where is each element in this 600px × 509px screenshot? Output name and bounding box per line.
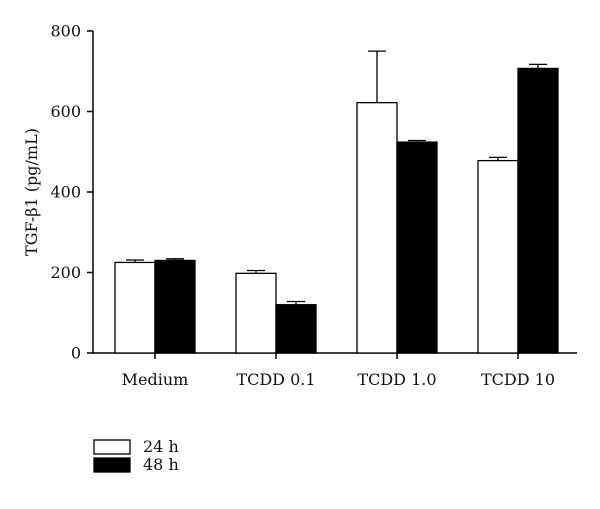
x-tick-label: TCDD 0.1: [236, 370, 315, 389]
x-tick-label: TCDD 10: [481, 370, 555, 389]
bar: [154, 259, 196, 354]
legend-label: 24 h: [143, 437, 179, 456]
bar: [396, 141, 438, 354]
y-tick-label: 200: [50, 263, 81, 282]
bar: [356, 101, 398, 354]
x-tick-label: Medium: [122, 370, 189, 389]
legend-swatch: [93, 439, 131, 455]
plot-area: 0 200 400 600 800 Medium TCDD 0.1 TCDD 1.0 TCDD …: [50, 22, 577, 389]
y-tick-label: 400: [50, 183, 81, 202]
bar: [235, 272, 277, 354]
bar: [477, 159, 519, 354]
y-tick-label: 0: [71, 344, 81, 363]
legend-swatch: [93, 457, 131, 473]
y-tick-label: 600: [50, 102, 81, 121]
legend-label: 48 h: [143, 455, 179, 474]
y-tick-label: 800: [50, 22, 81, 41]
x-tick-label: TCDD 1.0: [357, 370, 436, 389]
y-axis-title: TGF-β1 (pg/mL): [22, 128, 41, 256]
bar: [517, 67, 559, 354]
legend: 24 h48 h: [93, 437, 179, 474]
bar: [275, 304, 317, 354]
bar: [114, 261, 156, 354]
